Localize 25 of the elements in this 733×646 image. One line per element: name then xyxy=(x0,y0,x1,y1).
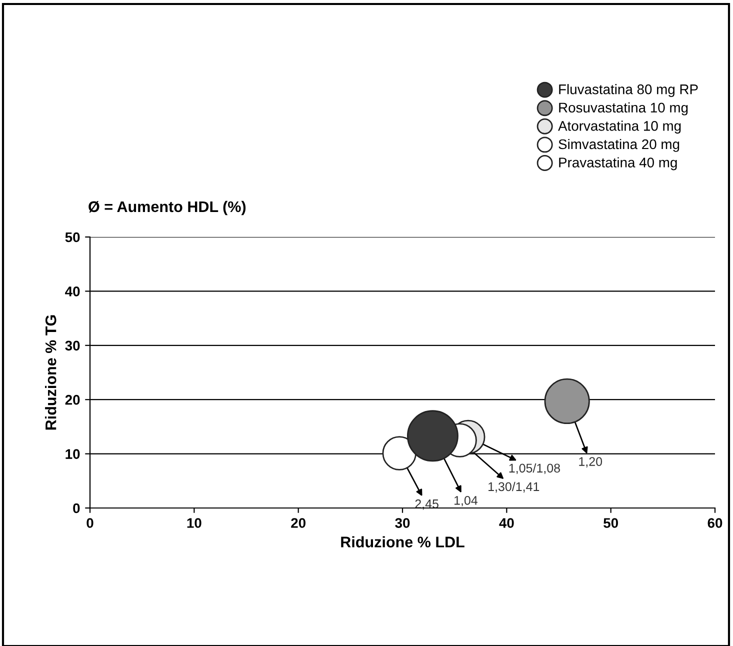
y-tick-label: 20 xyxy=(65,394,80,405)
annotation: 1,30/1,41 xyxy=(488,482,540,493)
y-tick-label: 40 xyxy=(65,286,80,296)
legend-label: Fluvastatina 80 mg RP xyxy=(559,84,698,97)
legend-label: Simvastatina 20 mg xyxy=(558,138,680,152)
x-tick-label: 10 xyxy=(187,518,202,528)
legend-label: Atorvastatina 10 mg xyxy=(558,120,681,134)
text: Ø = Aumento HDL (%) xyxy=(88,200,246,216)
x-axis-title: Riduzione % LDL xyxy=(341,536,464,548)
legend-label: Rosuvastatina 10 mg xyxy=(559,102,688,116)
x-tick-label: 60 xyxy=(708,518,722,528)
x-tick-label: 20 xyxy=(291,518,306,528)
y-tick-label: 0 xyxy=(73,503,80,514)
annotation: 1,04 xyxy=(454,496,478,506)
x-tick-label: 30 xyxy=(395,518,410,528)
x-tick-label: 40 xyxy=(499,518,514,528)
legend-label: Pravastatina 40 mg xyxy=(559,157,677,170)
y-axis-title: Riduzione % TG xyxy=(45,315,56,430)
annotation: 1,20 xyxy=(579,457,602,468)
y-tick-label: 10 xyxy=(66,449,80,459)
x-tick-label: 50 xyxy=(604,518,618,528)
x-tick-label: 0 xyxy=(86,518,94,528)
annotation: 1,05/1,08 xyxy=(509,463,560,474)
y-tick-label: 30 xyxy=(65,340,80,351)
y-tick-label: 50 xyxy=(65,232,80,242)
